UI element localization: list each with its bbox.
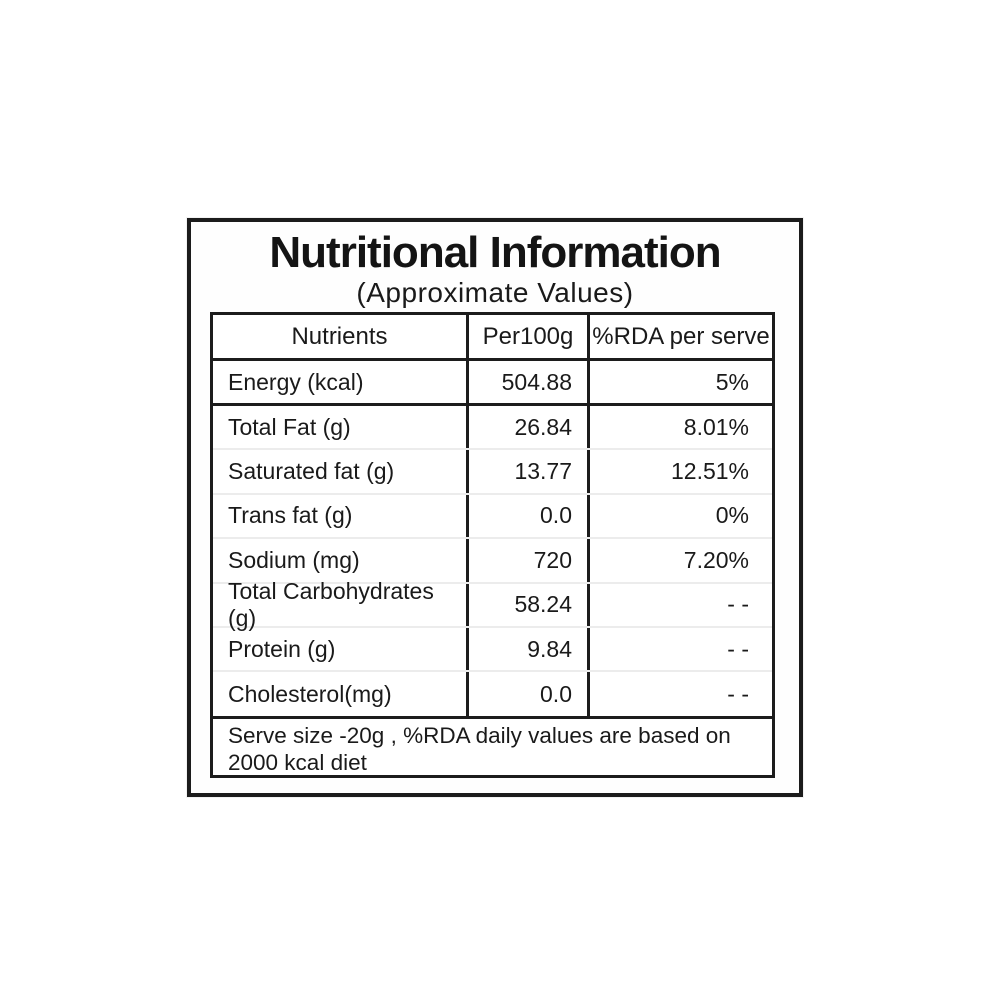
table-row: Trans fat (g) 0.0 0% [213, 494, 772, 540]
per100g-value-cell: 504.88 [469, 361, 590, 403]
table-row: Energy (kcal) 504.88 5% [213, 361, 772, 406]
nutrient-name-cell: Energy (kcal) [213, 361, 469, 403]
rda-value-cell: - - [727, 635, 749, 662]
nutrition-label-box: Nutritional Information (Approximate Val… [187, 218, 803, 797]
nutrition-table: Nutrients Per100g %RDA per serve Energy … [210, 312, 775, 779]
footnote-line: Serve size -20g , %RDA daily values are … [228, 723, 731, 749]
footnote: Serve size -20g , %RDA daily values are … [213, 716, 772, 775]
table-row: Protein (g) 9.84 - - [213, 627, 772, 673]
per100g-value-cell: 13.77 [469, 450, 590, 493]
rda-value-cell: 8.01% [683, 413, 749, 440]
per100g-value-cell: 26.84 [469, 406, 590, 449]
table-row: Total Carbohydrates (g) 58.24 - - [213, 578, 772, 631]
table-header-row: Nutrients Per100g %RDA per serve [213, 315, 772, 361]
label-subtitle: (Approximate Values) [356, 277, 634, 309]
nutrient-name-cell: Sodium (mg) [213, 539, 469, 582]
footnote-line: 2000 kcal diet [228, 750, 367, 776]
per100g-value-cell: 0.0 [469, 494, 590, 538]
nutrient-name-cell: Total Carbohydrates (g) [213, 578, 469, 631]
per100g-value-cell: 0.0 [469, 672, 590, 717]
table-rows: Energy (kcal) 504.88 5% Total Fat (g) 26… [213, 361, 772, 717]
rda-value-cell: 7.20% [683, 546, 749, 573]
nutrient-name-cell: Trans fat (g) [213, 494, 469, 538]
rda-value-cell: - - [727, 680, 749, 707]
table-row: Sodium (mg) 720 7.20% [213, 539, 772, 584]
rda-value-cell: 0% [715, 502, 749, 529]
header-rda-per-serve: %RDA per serve [592, 322, 770, 350]
table-row: Total Fat (g) 26.84 8.01% [213, 406, 772, 451]
table-row: Saturated fat (g) 13.77 12.51% [213, 450, 772, 495]
nutrient-name-cell: Saturated fat (g) [213, 450, 469, 493]
per100g-value-cell: 720 [469, 539, 590, 582]
rda-value-cell: 5% [715, 368, 749, 395]
table-row: Cholesterol(mg) 0.0 - - [213, 672, 772, 717]
rda-value-cell: 12.51% [670, 458, 749, 485]
rda-value-cell: - - [727, 591, 749, 618]
nutrient-name-cell: Cholesterol(mg) [213, 672, 469, 717]
per100g-value-cell: 9.84 [469, 627, 590, 671]
nutrient-name-cell: Total Fat (g) [213, 406, 469, 449]
header-per100g: Per100g [469, 315, 590, 358]
nutrient-name-cell: Protein (g) [213, 627, 469, 671]
per100g-value-cell: 58.24 [469, 583, 590, 626]
label-title: Nutritional Information [269, 228, 721, 277]
header-nutrients: Nutrients [213, 315, 469, 358]
